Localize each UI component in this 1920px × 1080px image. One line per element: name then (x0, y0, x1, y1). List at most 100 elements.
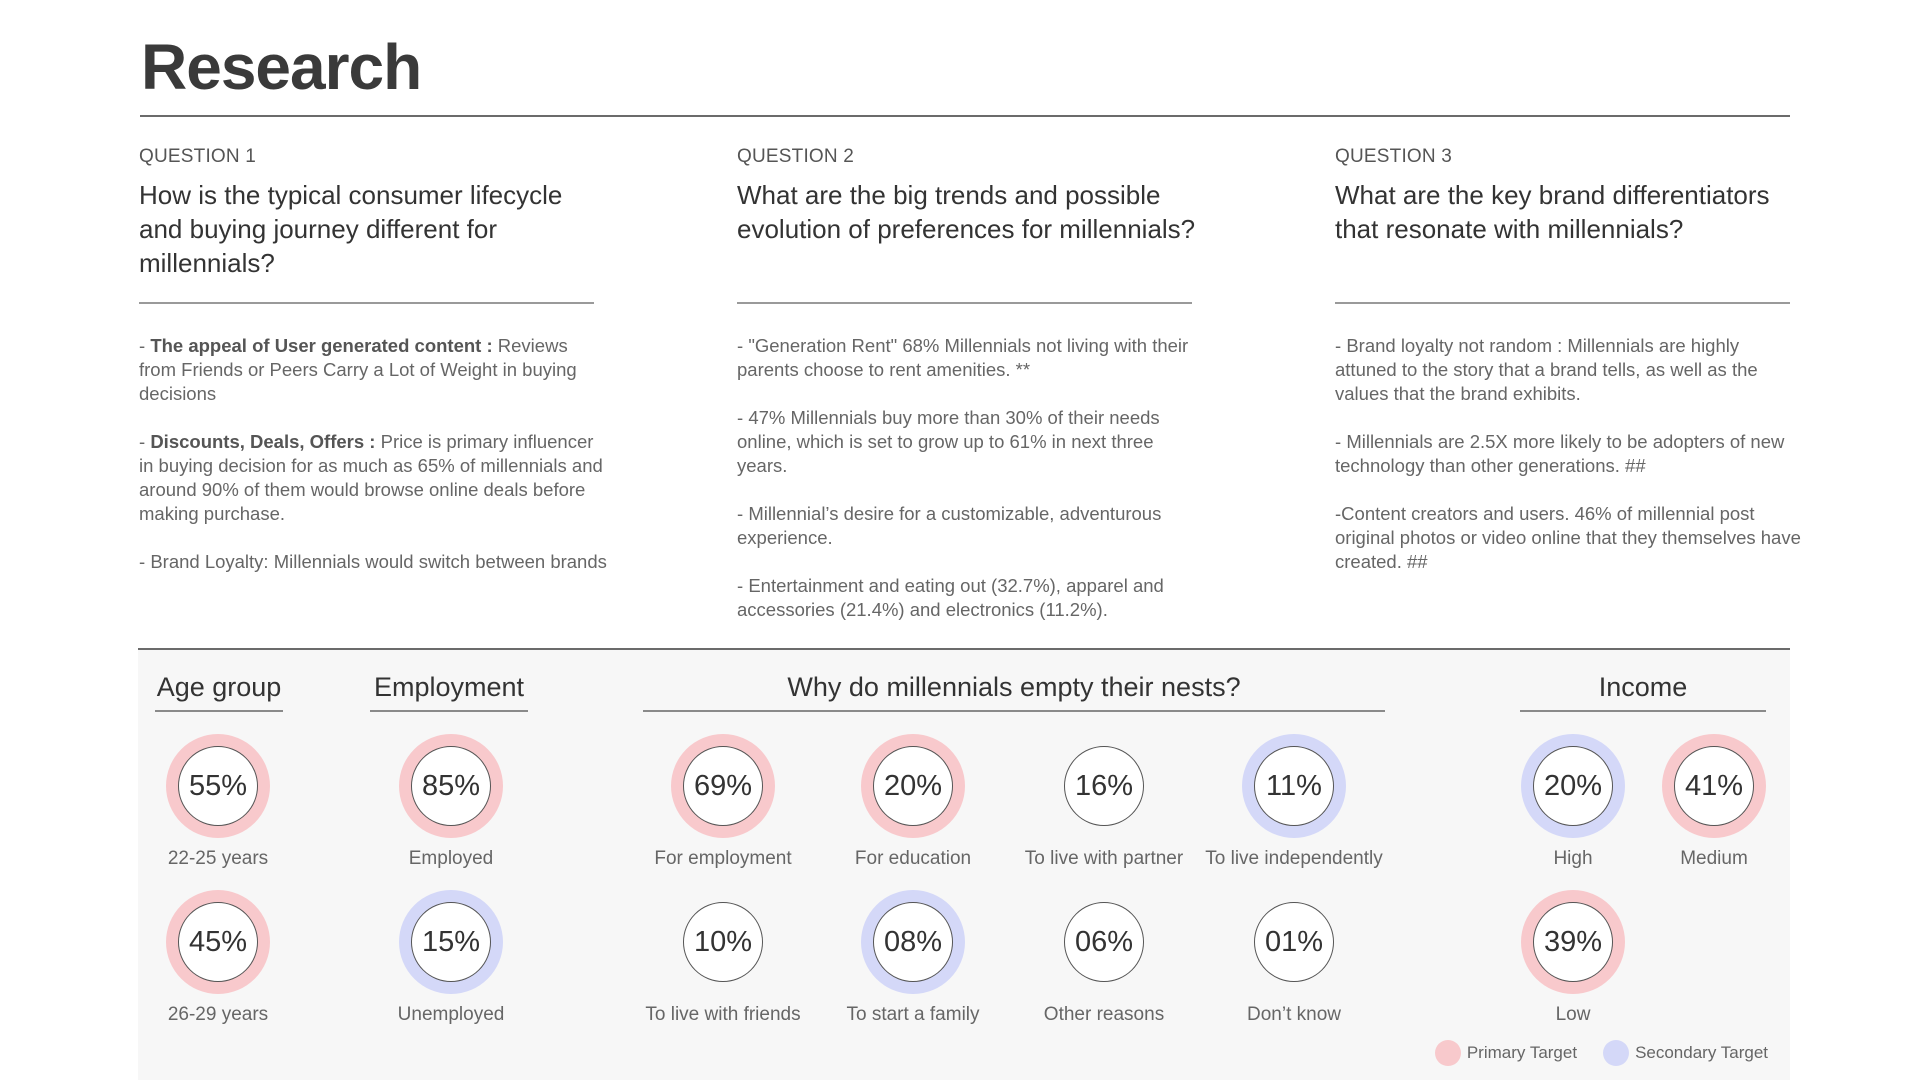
finding: - Entertainment and eating out (32.7%), … (737, 575, 1164, 620)
target-ring: 69% (671, 734, 775, 838)
stat-nest-dont-know: 01% Don’t know (1189, 890, 1399, 1026)
question-number: QUESTION 2 (737, 146, 855, 167)
stat-nest-friends: 10% To live with friends (618, 890, 828, 1026)
target-ring: 15% (399, 890, 503, 994)
target-ring: 20% (861, 734, 965, 838)
section-title-income: Income (1598, 672, 1688, 702)
question-divider (1335, 302, 1790, 304)
section-title-nests: Why do millennials empty their nests? (787, 672, 1241, 702)
target-ring: 20% (1521, 734, 1625, 838)
stat-label: Other reasons (1043, 1004, 1165, 1025)
stat-value: 06% (1064, 902, 1144, 982)
stat-employed: 85% Employed (346, 734, 556, 870)
stats-panel (138, 648, 1790, 1080)
legend: Primary Target Secondary Target (1409, 1040, 1768, 1066)
stat-nest-other: 06% Other reasons (999, 890, 1209, 1026)
stat-value: 45% (178, 902, 258, 982)
section-divider (370, 710, 528, 712)
question-divider (139, 302, 594, 304)
finding: - Brand Loyalty: Millennials would switc… (139, 551, 607, 572)
stat-value: 10% (683, 902, 763, 982)
legend-label: Secondary Target (1635, 1043, 1768, 1062)
stat-value: 11% (1254, 746, 1334, 826)
stat-age-26-29: 45% 26-29 years (113, 890, 323, 1026)
finding: - The appeal of User generated content :… (139, 335, 577, 404)
stat-value: 20% (1533, 746, 1613, 826)
question-findings: - Brand loyalty not random : Millennials… (1335, 334, 1805, 574)
question-text: What are the key brand differentiators t… (1335, 180, 1770, 244)
legend-primary: Primary Target (1434, 1040, 1578, 1066)
primary-target-swatch-icon (1434, 1040, 1461, 1066)
target-ring: 45% (166, 890, 270, 994)
target-ring: 41% (1662, 734, 1766, 838)
stat-value: 15% (411, 902, 491, 982)
stat-income-high: 20% High (1468, 734, 1678, 870)
finding: - Discounts, Deals, Offers : Price is pr… (139, 431, 603, 524)
finding: -Content creators and users. 46% of mill… (1335, 503, 1801, 572)
question-text: What are the big trends and possible evo… (737, 180, 1196, 244)
target-ring: 55% (166, 734, 270, 838)
stat-nest-partner: 16% To live with partner (999, 734, 1209, 870)
title-divider (140, 115, 1790, 117)
stat-nest-employment: 69% For employment (618, 734, 828, 870)
stat-label: 26-29 years (167, 1004, 269, 1025)
stat-nest-education: 20% For education (808, 734, 1018, 870)
stat-income-low: 39% Low (1468, 890, 1678, 1026)
stat-value: 85% (411, 746, 491, 826)
target-ring: 01% (1242, 890, 1346, 994)
secondary-target-swatch-icon (1603, 1040, 1630, 1066)
stat-label: To live independently (1205, 848, 1383, 869)
stat-age-22-25: 55% 22-25 years (113, 734, 323, 870)
target-ring: 85% (399, 734, 503, 838)
stat-label: For education (854, 848, 972, 869)
stat-label: For employment (654, 848, 792, 869)
stat-nest-family: 08% To start a family (808, 890, 1018, 1026)
target-ring: 11% (1242, 734, 1346, 838)
stat-income-medium: 41% Medium (1609, 734, 1819, 870)
section-divider (643, 710, 1385, 712)
stat-label: To live with partner (1024, 848, 1184, 869)
question-3: QUESTION 3 What are the key brand differ… (1335, 146, 1805, 598)
question-divider (737, 302, 1192, 304)
page-title: Research (141, 31, 422, 103)
section-title-age: Age group (156, 672, 282, 702)
question-number: QUESTION 1 (139, 146, 257, 167)
target-ring: 06% (1052, 890, 1156, 994)
stat-label: To start a family (846, 1004, 980, 1025)
question-text: How is the typical consumer lifecycle an… (139, 180, 563, 278)
stat-value: 16% (1064, 746, 1144, 826)
finding: - Millennial’s desire for a customizable… (737, 503, 1162, 548)
stat-value: 01% (1254, 902, 1334, 982)
section-divider (1520, 710, 1766, 712)
stat-label: Unemployed (397, 1004, 505, 1025)
target-ring: 39% (1521, 890, 1625, 994)
stat-label: Medium (1680, 848, 1748, 869)
finding: - "Generation Rent" 68% Millennials not … (737, 335, 1189, 380)
stat-label: Employed (408, 848, 494, 869)
stat-value: 69% (683, 746, 763, 826)
stat-label: To live with friends (645, 1004, 801, 1025)
target-ring: 16% (1052, 734, 1156, 838)
stat-label: 22-25 years (167, 848, 269, 869)
stat-unemployed: 15% Unemployed (346, 890, 556, 1026)
question-1: QUESTION 1 How is the typical consumer l… (139, 146, 609, 598)
stat-value: 41% (1674, 746, 1754, 826)
stat-nest-independent: 11% To live independently (1189, 734, 1399, 870)
stat-value: 55% (178, 746, 258, 826)
stat-label: Low (1555, 1004, 1591, 1025)
finding: - 47% Millennials buy more than 30% of t… (737, 407, 1160, 476)
stat-label: High (1553, 848, 1593, 869)
legend-label: Primary Target (1466, 1043, 1578, 1062)
legend-secondary: Secondary Target (1603, 1040, 1768, 1066)
question-findings: - "Generation Rent" 68% Millennials not … (737, 334, 1207, 622)
target-ring: 10% (671, 890, 775, 994)
section-title-employment: Employment (373, 672, 525, 702)
stat-value: 08% (873, 902, 953, 982)
stat-value: 20% (873, 746, 953, 826)
finding: - Brand loyalty not random : Millennials… (1335, 335, 1758, 404)
question-2: QUESTION 2 What are the big trends and p… (737, 146, 1207, 646)
question-number: QUESTION 3 (1335, 146, 1453, 167)
stat-value: 39% (1533, 902, 1613, 982)
section-divider (155, 710, 283, 712)
finding: - Millennials are 2.5X more likely to be… (1335, 431, 1785, 476)
